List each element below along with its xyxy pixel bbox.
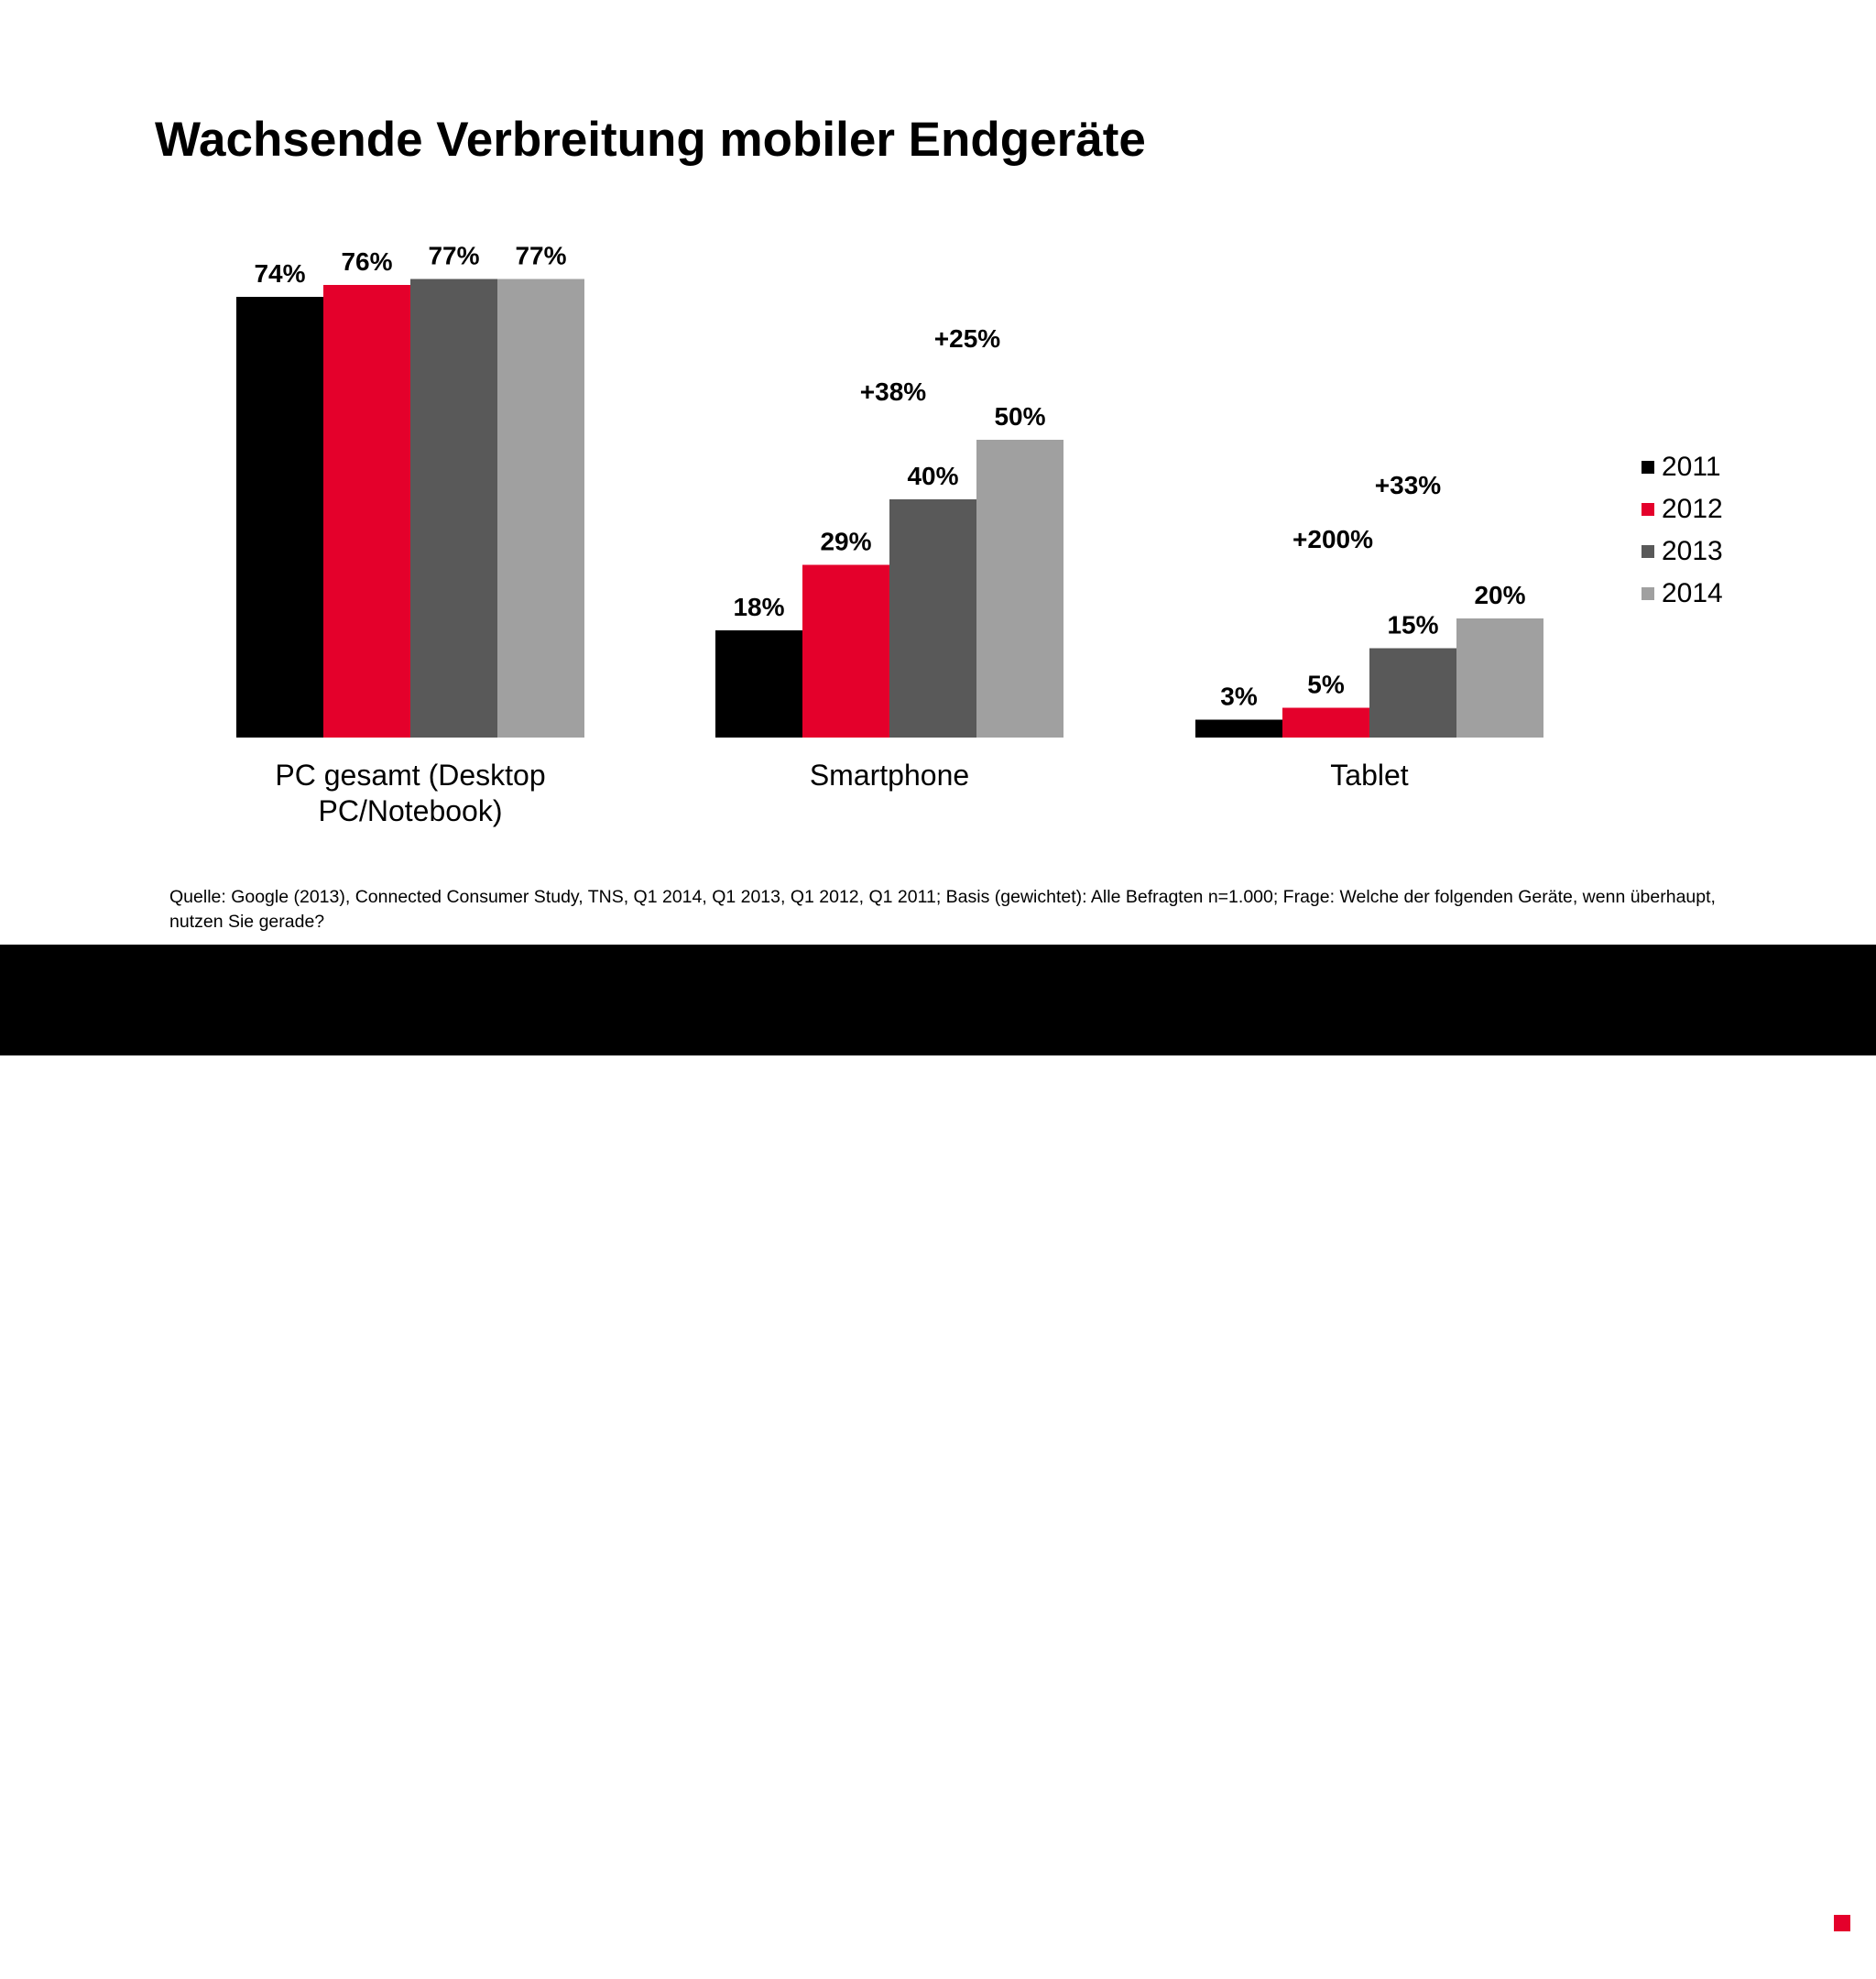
legend-swatch-2014 xyxy=(1642,587,1654,600)
category-label-2: Tablet xyxy=(1330,759,1409,792)
legend-item-2012: 2012 xyxy=(1642,488,1723,530)
bar-2013-0 xyxy=(410,279,497,738)
bar-2011-2 xyxy=(1195,719,1282,738)
bar-2012-0 xyxy=(323,285,410,738)
growth-annotation-3: +33% xyxy=(1375,471,1441,499)
data-label-2014-1: 50% xyxy=(994,402,1045,431)
data-label-2013-1: 40% xyxy=(907,462,958,490)
brand-logo: axel springer media impact xyxy=(1584,1903,1850,1978)
chart-legend: 2011 2012 2013 2014 xyxy=(1642,446,1723,615)
category-label-0: PC gesamt (Desktop PC/Notebook) xyxy=(275,759,545,827)
legend-label-2014: 2014 xyxy=(1662,578,1723,608)
data-label-2012-2: 5% xyxy=(1307,671,1345,699)
legend-item-2014: 2014 xyxy=(1642,573,1723,615)
page-number: 4 xyxy=(155,1952,168,1977)
logo-text-bottom: media impact xyxy=(1584,1939,1818,1979)
legend-label-2013: 2013 xyxy=(1662,536,1723,566)
bar-2013-2 xyxy=(1369,648,1456,738)
legend-swatch-2012 xyxy=(1642,503,1654,516)
growth-annotation-2: +200% xyxy=(1292,525,1373,553)
legend-item-2013: 2013 xyxy=(1642,530,1723,573)
bar-2011-1 xyxy=(715,630,802,738)
logo-square-icon xyxy=(1834,1915,1850,1931)
bar-2014-1 xyxy=(976,440,1063,738)
data-label-2011-2: 3% xyxy=(1220,683,1258,711)
bar-chart: 74% 18% 3% 76% 29% 5% 77% 40% 15% 77% 50% 20% PC ges… xyxy=(236,242,1543,827)
growth-annotation-0: +38% xyxy=(860,377,926,406)
data-label-2012-0: 76% xyxy=(341,247,392,276)
legend-swatch-2011 xyxy=(1642,461,1654,474)
data-label-2013-0: 77% xyxy=(428,242,479,270)
footer-text: SCREEN-TYPES - Deutschlandweite Typologi… xyxy=(579,1952,1327,1978)
legend-swatch-2013 xyxy=(1642,545,1654,558)
logo-text-top: axel springer xyxy=(1642,1903,1827,1939)
data-label-2011-1: 18% xyxy=(733,593,784,621)
category-label-1: Smartphone xyxy=(810,759,969,792)
data-label-2011-0: 74% xyxy=(254,259,305,288)
data-label-2013-2: 15% xyxy=(1387,611,1438,640)
bar-2013-1 xyxy=(889,499,976,738)
data-label-2014-0: 77% xyxy=(515,242,566,270)
data-label-2014-2: 20% xyxy=(1474,581,1525,609)
growth-annotation-1: +25% xyxy=(934,324,1000,353)
legend-label-2012: 2012 xyxy=(1662,494,1723,524)
bar-2014-2 xyxy=(1456,618,1543,738)
data-label-2012-1: 29% xyxy=(820,528,871,556)
bar-2014-0 xyxy=(497,279,584,738)
legend-label-2011: 2011 xyxy=(1662,452,1721,482)
bar-2012-2 xyxy=(1282,707,1369,738)
footer-bar: 4 SCREEN-TYPES - Deutschlandweite Typolo… xyxy=(0,945,1876,1978)
source-note: Quelle: Google (2013), Connected Consume… xyxy=(169,887,1716,932)
bar-2012-1 xyxy=(802,564,889,738)
legend-item-2011: 2011 xyxy=(1642,446,1723,488)
bar-2011-0 xyxy=(236,297,323,738)
page-title: Wachsende Verbreitung mobiler Endgeräte xyxy=(155,113,1146,167)
